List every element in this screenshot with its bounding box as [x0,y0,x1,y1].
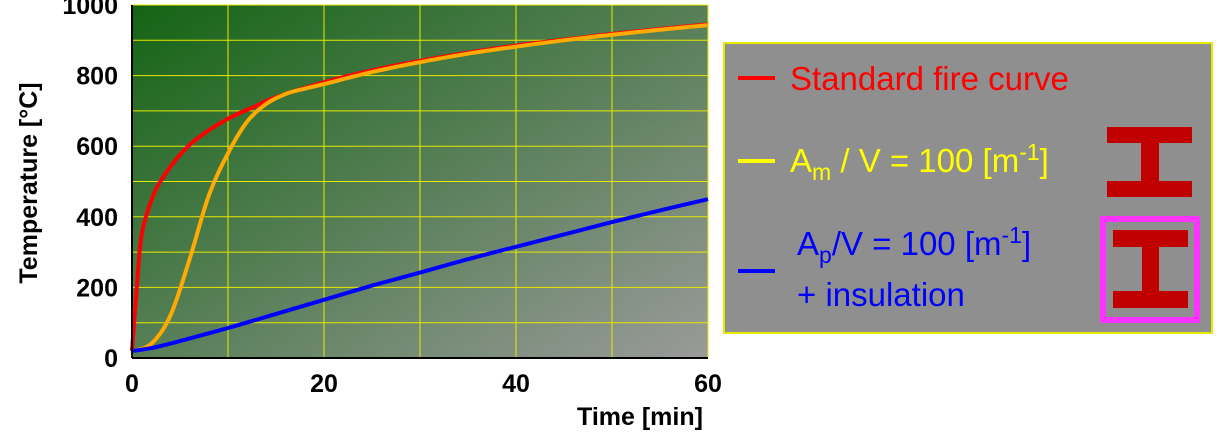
x-axis-title: Time [min] [577,403,703,431]
legend-label-am-v: Am / V = 100 [m-1] [790,139,1049,185]
i-beam-icon [1107,127,1192,197]
insulated-i-beam-icon [1100,216,1200,323]
x-tick-label: 20 [310,370,338,398]
y-tick-label: 200 [76,274,118,302]
y-axis-title: Temperature [°C] [15,82,43,283]
y-tick-label: 400 [76,204,118,232]
x-tick-label: 40 [502,370,530,398]
y-tick-label: 600 [76,133,118,161]
legend-label-standard-fire: Standard fire curve [790,60,1069,97]
legend: Standard fire curve Am / V = 100 [m-1] A… [723,42,1213,334]
legend-label-ap-v: Ap/V = 100 [m-1] [797,222,1031,268]
y-tick-label: 1000 [62,0,118,20]
x-tick-label: 60 [694,370,722,398]
y-tick-label: 800 [76,63,118,91]
series-line-3 [131,197,709,353]
series-layer [130,22,709,353]
x-tick-label: 0 [125,370,139,398]
legend-label-insulation: + insulation [797,276,965,313]
series-line-2 [131,23,709,353]
y-tick-label: 0 [104,345,118,373]
